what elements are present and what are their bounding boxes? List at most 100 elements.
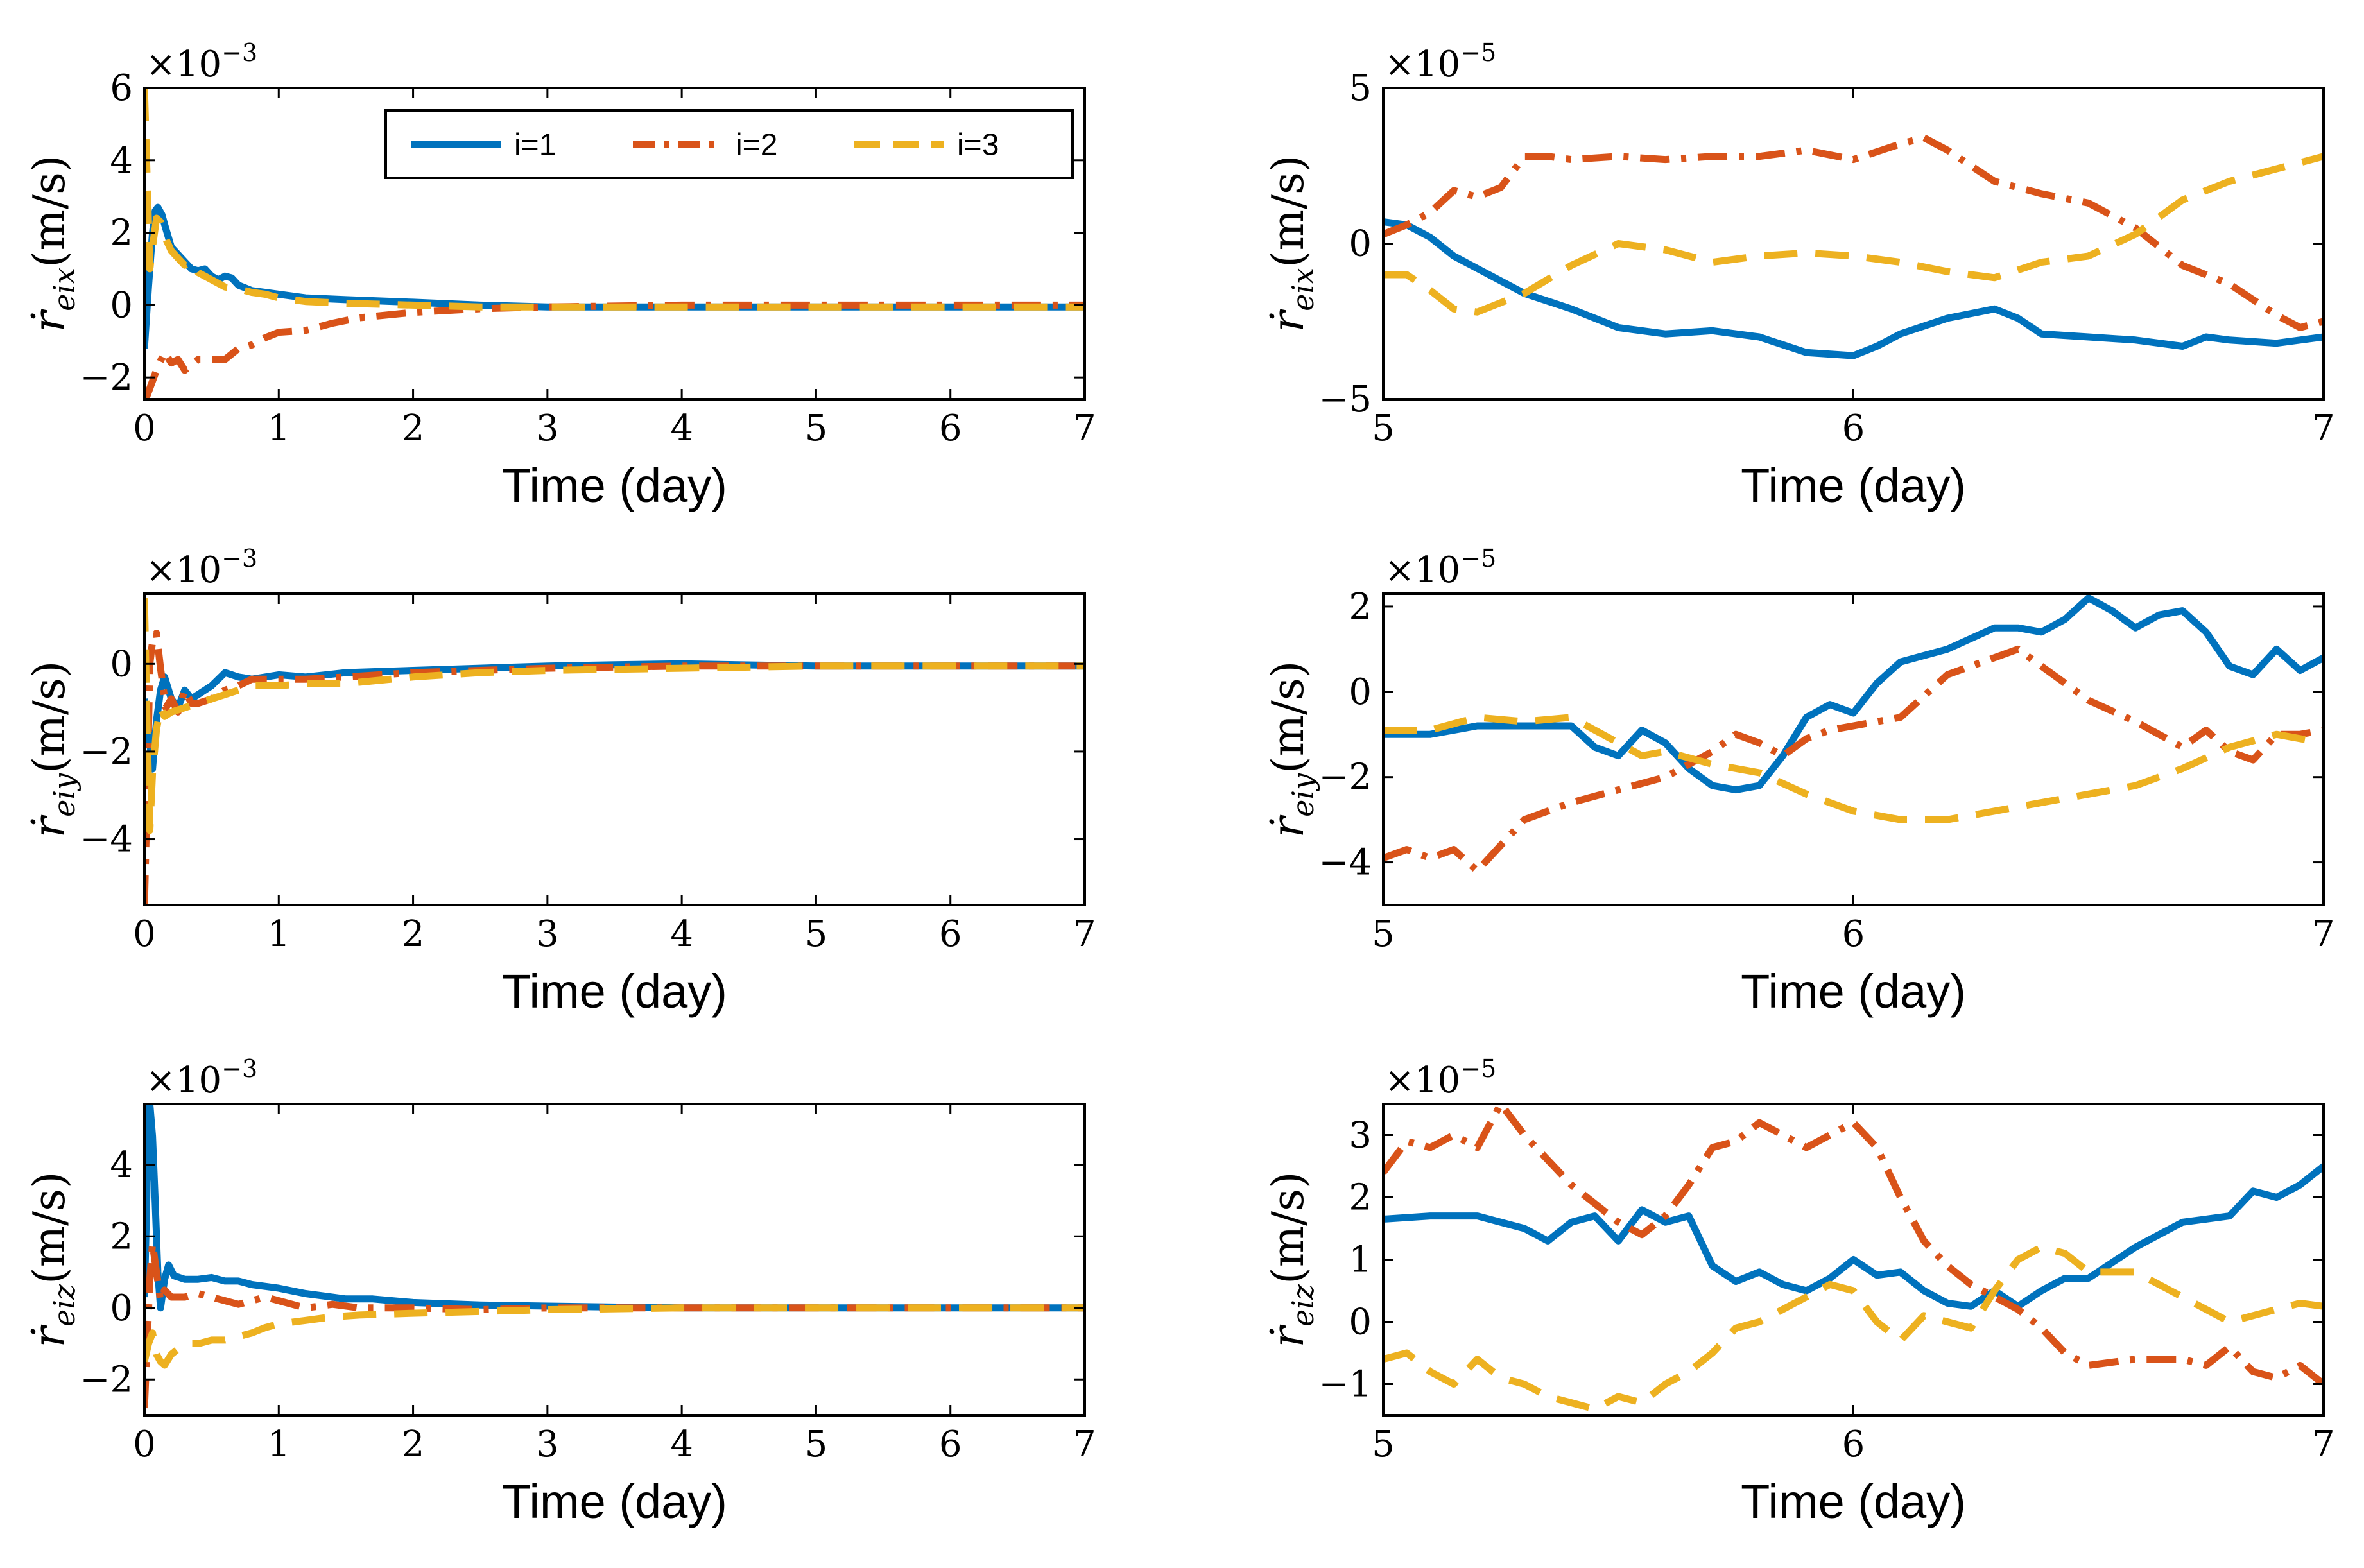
y-label-symbol: ṙ	[24, 814, 75, 838]
series-group	[144, 1104, 1085, 1409]
multiplier-base: ×10	[146, 549, 221, 591]
y-label-symbol: ṙ	[1263, 309, 1314, 332]
series-line-i=2	[144, 1239, 1085, 1409]
y-tick-label: −4	[80, 819, 133, 861]
x-tick-label: 0	[133, 913, 156, 955]
x-tick-label: 5	[805, 408, 828, 449]
chart-z-zoom: 5 6 7 −1 0 1 2 3 ×10−5 Time (day) ṙeiz(m/s)	[1263, 1055, 2335, 1528]
x-tick-label: 3	[536, 408, 559, 449]
x-axis-label: Time (day)	[1741, 1475, 1966, 1528]
y-tick-label: 5	[1349, 67, 1372, 109]
series-line-i=3	[144, 598, 1085, 834]
series-group	[144, 88, 1085, 399]
multiplier-exponent: −5	[1460, 39, 1496, 67]
x-tick-label: 7	[2312, 408, 2335, 449]
chart-y-zoom: 5 6 7 −4 −2 0 2 ×10−5 Time (day) ṙeiy(m/s)	[1263, 544, 2335, 1018]
y-axis-label: ṙeiz(m/s)	[24, 1171, 82, 1347]
y-label-symbol: ṙ	[1263, 814, 1314, 838]
x-axis-label: Time (day)	[502, 1475, 727, 1528]
series-line-i=3	[144, 88, 1085, 311]
x-tick-label: 3	[536, 1424, 559, 1465]
y-tick-label: −2	[80, 1359, 133, 1400]
y-label-subscript: eiz	[47, 1284, 82, 1327]
y-tick-label: 1	[1349, 1239, 1372, 1281]
y-tick-label: −2	[1318, 757, 1372, 798]
legend-label-i=1: i=1	[514, 128, 556, 162]
multiplier-base: ×10	[1385, 549, 1460, 591]
x-tick-label: 1	[267, 913, 290, 955]
y-tick-label: 2	[1349, 586, 1372, 628]
series-line-i=3	[1383, 1243, 2324, 1413]
x-tick-label: 2	[402, 408, 425, 449]
y-tick-label: 0	[110, 643, 133, 685]
x-tick-label: 6	[1842, 913, 1865, 955]
y-axis-label: ṙeix(m/s)	[24, 155, 82, 332]
y-tick-label: 0	[110, 284, 133, 326]
y-label-unit: (m/s)	[24, 1171, 75, 1284]
x-tick-label: 6	[939, 408, 962, 449]
y-label-unit: (m/s)	[1263, 661, 1314, 773]
x-tick-label: 5	[1372, 408, 1395, 449]
axis-multiplier: ×10−5	[1385, 1055, 1496, 1101]
series-group	[1383, 1104, 2324, 1413]
x-tick-label: 4	[670, 408, 693, 449]
x-tick-label: 2	[402, 913, 425, 955]
y-tick-label: 0	[1349, 671, 1372, 713]
y-label-symbol: ṙ	[24, 309, 75, 332]
x-tick-label: 1	[267, 1424, 290, 1465]
y-tick-label: −1	[1318, 1364, 1372, 1406]
x-tick-label: 2	[402, 1424, 425, 1465]
y-tick-label: −2	[80, 731, 133, 773]
y-tick-label: −4	[1318, 842, 1372, 884]
x-tick-label: 5	[805, 913, 828, 955]
y-axis-label: ṙeiz(m/s)	[1263, 1171, 1320, 1347]
series-line-i=3	[144, 1304, 1085, 1369]
series-line-i=1	[1383, 218, 2324, 359]
x-tick-label: 5	[805, 1424, 828, 1465]
series-line-i=2	[1383, 134, 2324, 331]
x-tick-label: 7	[1073, 913, 1096, 955]
x-tick-label: 6	[1842, 408, 1865, 449]
multiplier-base: ×10	[1385, 44, 1460, 85]
series-line-i=1	[144, 203, 1085, 349]
x-tick-label: 7	[2312, 1424, 2335, 1465]
y-tick-label: 4	[110, 1144, 133, 1186]
y-label-unit: (m/s)	[1263, 1171, 1314, 1284]
axis-multiplier: ×10−5	[1385, 544, 1496, 591]
x-axis-label: Time (day)	[502, 459, 727, 512]
chart-y-full: 0 1 2 3 4 5 6 7 −4 −2 0 ×10−3 Time (day) ṙeiy(m/s)	[24, 544, 1096, 1018]
y-label-unit: (m/s)	[24, 155, 75, 268]
multiplier-base: ×10	[146, 44, 221, 85]
y-label-symbol: ṙ	[24, 1325, 75, 1348]
y-label-subscript: eiy	[47, 773, 82, 817]
y-label-unit: (m/s)	[24, 661, 75, 773]
axis-multiplier: ×10−5	[1385, 39, 1496, 85]
y-tick-label: 3	[1349, 1115, 1372, 1157]
y-tick-label: −2	[80, 357, 133, 399]
y-label-subscript: eiz	[1286, 1284, 1320, 1327]
legend: i=1 i=2 i=3	[384, 109, 1074, 179]
y-axis-label: ṙeiy(m/s)	[24, 661, 82, 838]
y-tick-label: 2	[110, 212, 133, 254]
axes-box	[143, 87, 1086, 401]
x-tick-label: 6	[939, 913, 962, 955]
x-axis-label: Time (day)	[1741, 459, 1966, 512]
x-tick-label: 7	[1073, 408, 1096, 449]
y-axis-label: ṙeix(m/s)	[1263, 155, 1320, 332]
axes-box	[143, 1103, 1086, 1417]
x-tick-label: 0	[133, 1424, 156, 1465]
series-group	[1383, 134, 2324, 359]
series-line-i=3	[1383, 153, 2324, 316]
multiplier-exponent: −3	[221, 39, 257, 67]
x-tick-label: 6	[1842, 1424, 1865, 1465]
series-line-i=1	[1383, 1163, 2324, 1310]
series-line-i=1	[144, 660, 1085, 773]
y-label-unit: (m/s)	[1263, 155, 1314, 268]
y-label-symbol: ṙ	[1263, 1325, 1314, 1348]
y-tick-label: 0	[1349, 223, 1372, 265]
y-tick-label: −5	[1318, 379, 1372, 420]
x-tick-label: 1	[267, 408, 290, 449]
